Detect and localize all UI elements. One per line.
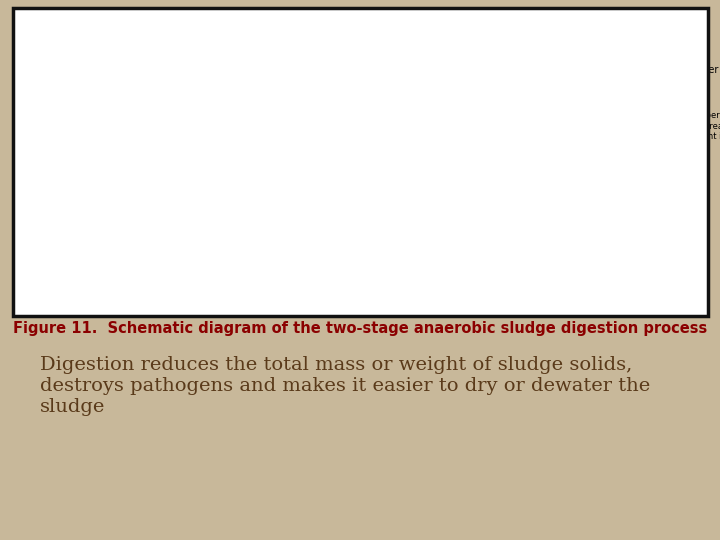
Text: Sludge
influent: Sludge influent bbox=[18, 107, 58, 129]
Ellipse shape bbox=[55, 90, 253, 183]
Text: Supernatant
to treatment
plant inlet: Supernatant to treatment plant inlet bbox=[696, 111, 720, 141]
Text: Gas burned
to heat sludge: Gas burned to heat sludge bbox=[305, 87, 371, 107]
FancyBboxPatch shape bbox=[364, 156, 378, 172]
Polygon shape bbox=[402, 111, 642, 164]
Text: Heater: Heater bbox=[390, 159, 426, 168]
Text: Figure 11.  Schematic diagram of the two-stage anaerobic sludge digestion proces: Figure 11. Schematic diagram of the two-… bbox=[13, 321, 707, 336]
Polygon shape bbox=[55, 187, 253, 302]
Text: 95°F: 95°F bbox=[141, 284, 167, 294]
Text: Digested
sludge: Digested sludge bbox=[499, 212, 544, 231]
FancyBboxPatch shape bbox=[350, 156, 364, 172]
Text: Digestion reduces the total mass or weight of sludge solids,
destroys pathogens : Digestion reduces the total mass or weig… bbox=[40, 356, 650, 416]
FancyBboxPatch shape bbox=[336, 156, 351, 172]
Text: Methane gas: Methane gas bbox=[484, 72, 560, 82]
Polygon shape bbox=[402, 164, 642, 302]
Text: Liquid
supernatant: Liquid supernatant bbox=[490, 128, 554, 147]
Polygon shape bbox=[402, 94, 642, 111]
FancyBboxPatch shape bbox=[292, 60, 384, 230]
Ellipse shape bbox=[402, 65, 642, 122]
Text: Continuously
mixed and heated
sludge: Continuously mixed and heated sludge bbox=[98, 227, 210, 260]
Polygon shape bbox=[58, 187, 251, 300]
Text: Floating cover: Floating cover bbox=[649, 65, 719, 75]
Text: Sludge
to dewatering
and disposal: Sludge to dewatering and disposal bbox=[640, 274, 699, 303]
Text: Floating scum layer: Floating scum layer bbox=[472, 98, 572, 107]
Text: Sludge: Sludge bbox=[306, 240, 342, 249]
Polygon shape bbox=[142, 174, 166, 183]
FancyBboxPatch shape bbox=[309, 156, 323, 172]
FancyBboxPatch shape bbox=[323, 156, 337, 172]
Text: Gas outlet: Gas outlet bbox=[233, 14, 287, 23]
Text: Methane gas: Methane gas bbox=[116, 125, 192, 134]
FancyBboxPatch shape bbox=[295, 156, 310, 172]
FancyBboxPatch shape bbox=[55, 137, 253, 188]
